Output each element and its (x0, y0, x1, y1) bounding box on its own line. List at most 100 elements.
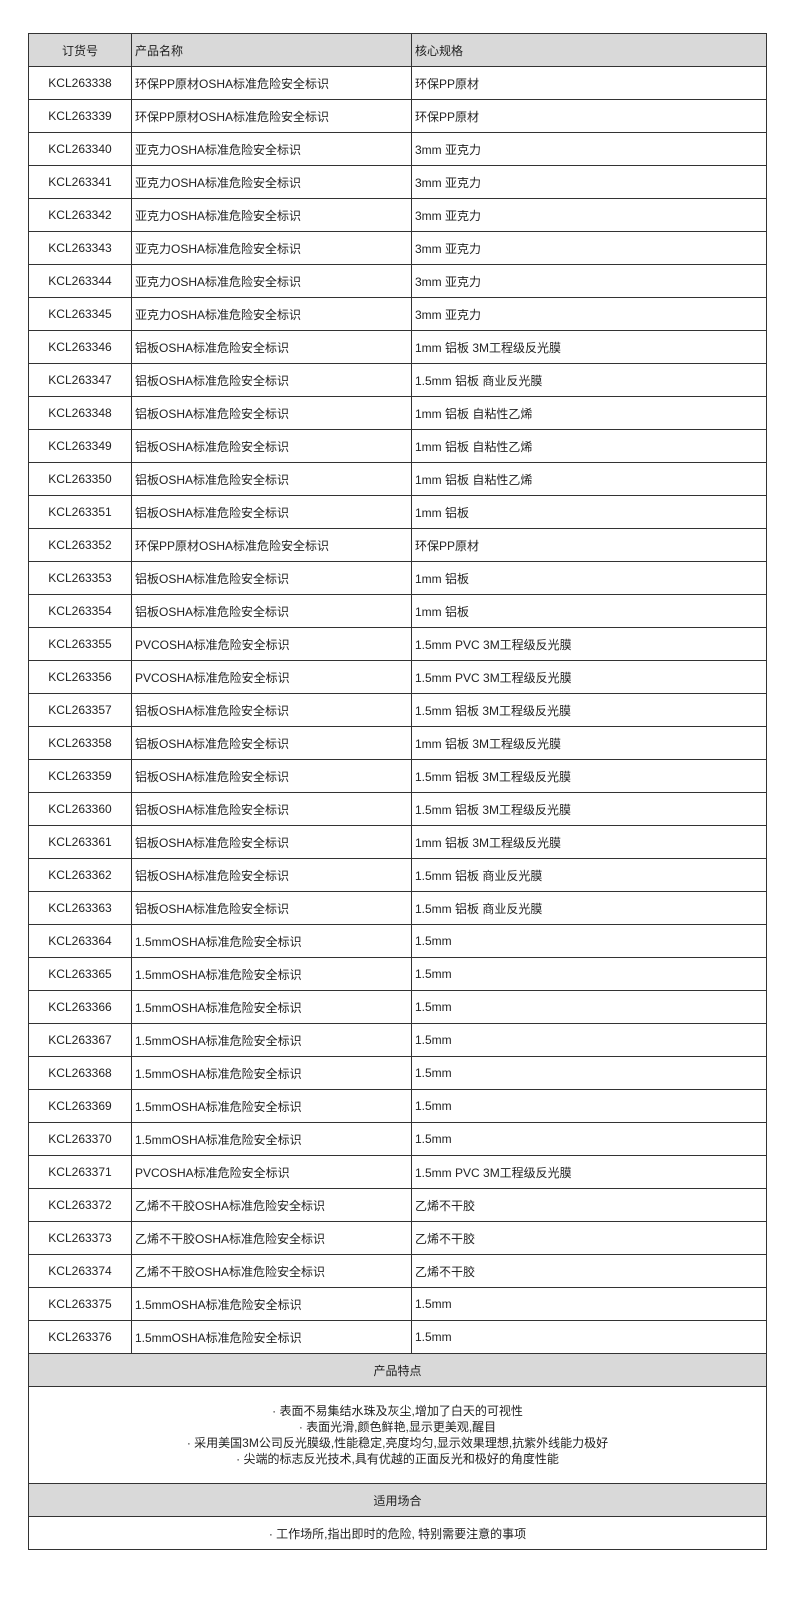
order-number-cell: KCL263344 (28, 264, 132, 298)
order-number-cell: KCL263362 (28, 858, 132, 892)
table-row: KCL263366 1.5mmOSHA标准危险安全标识 1.5mm (28, 990, 767, 1024)
order-number-cell: KCL263376 (28, 1320, 132, 1354)
product-name-cell: 乙烯不干胶OSHA标准危险安全标识 (131, 1188, 412, 1222)
core-spec-cell: 1.5mm (411, 1320, 767, 1354)
order-number-cell: KCL263375 (28, 1287, 132, 1321)
product-name-cell: 亚克力OSHA标准危险安全标识 (131, 264, 412, 298)
order-number-cell: KCL263357 (28, 693, 132, 727)
order-number-cell: KCL263356 (28, 660, 132, 694)
core-spec-cell: 1.5mm (411, 1287, 767, 1321)
core-spec-cell: 环保PP原材 (411, 528, 767, 562)
table-row: KCL263362 铝板OSHA标准危险安全标识 1.5mm 铝板 商业反光膜 (28, 858, 767, 892)
table-row: KCL263350 铝板OSHA标准危险安全标识 1mm 铝板 自粘性乙烯 (28, 462, 767, 496)
table-row: KCL263351 铝板OSHA标准危险安全标识 1mm 铝板 (28, 495, 767, 529)
order-number-cell: KCL263348 (28, 396, 132, 430)
application-title: 适用场合 (28, 1483, 767, 1517)
product-name-cell: 铝板OSHA标准危险安全标识 (131, 429, 412, 463)
table-row: KCL263371 PVCOSHA标准危险安全标识 1.5mm PVC 3M工程级反… (28, 1155, 767, 1189)
order-number-cell: KCL263351 (28, 495, 132, 529)
table-row: KCL263353 铝板OSHA标准危险安全标识 1mm 铝板 (28, 561, 767, 595)
product-name-cell: 亚克力OSHA标准危险安全标识 (131, 132, 412, 166)
product-name-cell: 铝板OSHA标准危险安全标识 (131, 495, 412, 529)
table-row: KCL263341 亚克力OSHA标准危险安全标识 3mm 亚克力 (28, 165, 767, 199)
table-row: KCL263365 1.5mmOSHA标准危险安全标识 1.5mm (28, 957, 767, 991)
order-number-cell: KCL263355 (28, 627, 132, 661)
order-number-cell: KCL263345 (28, 297, 132, 331)
core-spec-cell: 1.5mm 铝板 商业反光膜 (411, 891, 767, 925)
table-row: KCL263361 铝板OSHA标准危险安全标识 1mm 铝板 3M工程级反光膜 (28, 825, 767, 859)
product-name-cell: 铝板OSHA标准危险安全标识 (131, 693, 412, 727)
core-spec-cell: 1.5mm (411, 1056, 767, 1090)
application-row: · 工作场所,指出即时的危险, 特别需要注意的事项 (28, 1516, 767, 1550)
order-number-cell: KCL263340 (28, 132, 132, 166)
core-spec-cell: 1.5mm (411, 1089, 767, 1123)
order-number-cell: KCL263363 (28, 891, 132, 925)
order-number-cell: KCL263366 (28, 990, 132, 1024)
features-list: · 表面不易集结水珠及灰尘,增加了白天的可视性 · 表面光滑,颜色鲜艳,显示更美… (28, 1386, 767, 1484)
product-name-cell: 铝板OSHA标准危险安全标识 (131, 594, 412, 628)
order-number-cell: KCL263341 (28, 165, 132, 199)
product-name-cell: 1.5mmOSHA标准危险安全标识 (131, 1122, 412, 1156)
core-spec-cell: 环保PP原材 (411, 99, 767, 133)
order-number-cell: KCL263349 (28, 429, 132, 463)
table-row: KCL263345 亚克力OSHA标准危险安全标识 3mm 亚克力 (28, 297, 767, 331)
order-number-cell: KCL263360 (28, 792, 132, 826)
product-name-cell: 1.5mmOSHA标准危险安全标识 (131, 990, 412, 1024)
core-spec-cell: 1mm 铝板 (411, 594, 767, 628)
header-core-spec: 核心规格 (411, 33, 767, 67)
core-spec-cell: 1.5mm (411, 957, 767, 991)
core-spec-cell: 环保PP原材 (411, 66, 767, 100)
table-row: KCL263373 乙烯不干胶OSHA标准危险安全标识 乙烯不干胶 (28, 1221, 767, 1255)
table-row: KCL263369 1.5mmOSHA标准危险安全标识 1.5mm (28, 1089, 767, 1123)
core-spec-cell: 1mm 铝板 3M工程级反光膜 (411, 726, 767, 760)
product-name-cell: 亚克力OSHA标准危险安全标识 (131, 297, 412, 331)
table-row: KCL263348 铝板OSHA标准危险安全标识 1mm 铝板 自粘性乙烯 (28, 396, 767, 430)
table-row: KCL263372 乙烯不干胶OSHA标准危险安全标识 乙烯不干胶 (28, 1188, 767, 1222)
features-row: · 表面不易集结水珠及灰尘,增加了白天的可视性 · 表面光滑,颜色鲜艳,显示更美… (28, 1386, 767, 1484)
application-text: · 工作场所,指出即时的危险, 特别需要注意的事项 (28, 1516, 767, 1550)
order-number-cell: KCL263338 (28, 66, 132, 100)
table-row: KCL263367 1.5mmOSHA标准危险安全标识 1.5mm (28, 1023, 767, 1057)
table-row: KCL263358 铝板OSHA标准危险安全标识 1mm 铝板 3M工程级反光膜 (28, 726, 767, 760)
application-header-row: 适用场合 (28, 1483, 767, 1517)
product-name-cell: 铝板OSHA标准危险安全标识 (131, 858, 412, 892)
order-number-cell: KCL263361 (28, 825, 132, 859)
product-name-cell: PVCOSHA标准危险安全标识 (131, 627, 412, 661)
table-row: KCL263355 PVCOSHA标准危险安全标识 1.5mm PVC 3M工程级反… (28, 627, 767, 661)
product-name-cell: 乙烯不干胶OSHA标准危险安全标识 (131, 1221, 412, 1255)
order-number-cell: KCL263364 (28, 924, 132, 958)
order-number-cell: KCL263369 (28, 1089, 132, 1123)
order-number-cell: KCL263342 (28, 198, 132, 232)
feature-item: · 表面不易集结水珠及灰尘,增加了白天的可视性 (272, 1404, 523, 1418)
table-row: KCL263349 铝板OSHA标准危险安全标识 1mm 铝板 自粘性乙烯 (28, 429, 767, 463)
product-name-cell: 环保PP原材OSHA标准危险安全标识 (131, 99, 412, 133)
table-row: KCL263364 1.5mmOSHA标准危险安全标识 1.5mm (28, 924, 767, 958)
product-name-cell: 乙烯不干胶OSHA标准危险安全标识 (131, 1254, 412, 1288)
core-spec-cell: 1.5mm (411, 924, 767, 958)
features-title: 产品特点 (28, 1353, 767, 1387)
product-name-cell: PVCOSHA标准危险安全标识 (131, 660, 412, 694)
core-spec-cell: 乙烯不干胶 (411, 1254, 767, 1288)
order-number-cell: KCL263347 (28, 363, 132, 397)
product-name-cell: 1.5mmOSHA标准危险安全标识 (131, 1023, 412, 1057)
core-spec-cell: 1.5mm PVC 3M工程级反光膜 (411, 660, 767, 694)
product-name-cell: 环保PP原材OSHA标准危险安全标识 (131, 528, 412, 562)
table-row: KCL263347 铝板OSHA标准危险安全标识 1.5mm 铝板 商业反光膜 (28, 363, 767, 397)
table-row: KCL263352 环保PP原材OSHA标准危险安全标识 环保PP原材 (28, 528, 767, 562)
table-row: KCL263339 环保PP原材OSHA标准危险安全标识 环保PP原材 (28, 99, 767, 133)
product-name-cell: 铝板OSHA标准危险安全标识 (131, 561, 412, 595)
core-spec-cell: 1mm 铝板 (411, 561, 767, 595)
table-row: KCL263363 铝板OSHA标准危险安全标识 1.5mm 铝板 商业反光膜 (28, 891, 767, 925)
table-row: KCL263376 1.5mmOSHA标准危险安全标识 1.5mm (28, 1320, 767, 1354)
feature-item: · 尖端的标志反光技术,具有优越的正面反光和极好的角度性能 (236, 1452, 559, 1466)
product-name-cell: 1.5mmOSHA标准危险安全标识 (131, 924, 412, 958)
table-row: KCL263359 铝板OSHA标准危险安全标识 1.5mm 铝板 3M工程级反光膜 (28, 759, 767, 793)
product-name-cell: 亚克力OSHA标准危险安全标识 (131, 231, 412, 265)
product-name-cell: 1.5mmOSHA标准危险安全标识 (131, 1320, 412, 1354)
core-spec-cell: 3mm 亚克力 (411, 297, 767, 331)
order-number-cell: KCL263372 (28, 1188, 132, 1222)
core-spec-cell: 1.5mm 铝板 商业反光膜 (411, 363, 767, 397)
product-name-cell: 1.5mmOSHA标准危险安全标识 (131, 957, 412, 991)
product-name-cell: PVCOSHA标准危险安全标识 (131, 1155, 412, 1189)
feature-item: · 采用美国3M公司反光膜级,性能稳定,亮度均匀,显示效果理想,抗紫外线能力极好 (186, 1436, 609, 1450)
